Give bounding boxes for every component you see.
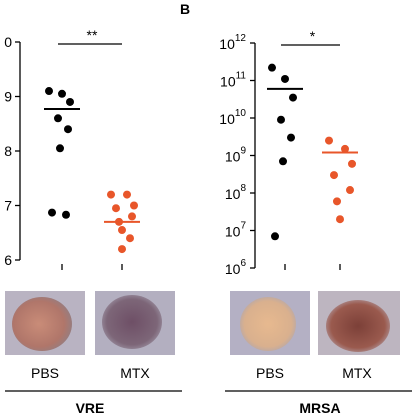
tick-exponent: 11 — [236, 71, 247, 82]
dot — [348, 159, 356, 168]
dot — [279, 157, 287, 166]
y-tick-label: 107 — [225, 221, 247, 240]
dot — [271, 232, 279, 241]
dot — [130, 201, 138, 210]
y-tick-label: 1011 — [220, 71, 246, 90]
panel-label: B — [180, 1, 190, 17]
dot — [126, 234, 134, 243]
tick-base: 10 — [225, 149, 241, 165]
dot — [281, 74, 289, 83]
category-label: MTX — [120, 365, 150, 381]
dot — [341, 144, 349, 153]
y-tick-label: 6 — [4, 252, 12, 268]
tick-exponent: 8 — [240, 183, 246, 194]
dot — [336, 215, 344, 224]
category-label: PBS — [31, 365, 59, 381]
tick-exponent: 12 — [235, 33, 247, 44]
y-tick-label: 106 — [225, 258, 247, 277]
dot — [287, 133, 295, 142]
dot — [64, 125, 72, 134]
group-label: MRSA — [299, 400, 340, 416]
category-label: MTX — [342, 365, 372, 381]
dot — [118, 245, 126, 254]
dot — [128, 212, 136, 221]
tick-base: 10 — [220, 74, 236, 90]
category-label: PBS — [256, 365, 284, 381]
tick-exponent: 10 — [235, 108, 247, 119]
dot — [325, 136, 333, 145]
y-tick-label: 7 — [4, 198, 12, 214]
dot — [268, 63, 276, 72]
tick-exponent: 9 — [240, 146, 246, 157]
photo-tissue — [12, 297, 72, 351]
y-tick-label: 109 — [225, 146, 247, 165]
dot — [330, 171, 338, 180]
photo-tissue — [326, 300, 390, 352]
y-tick-label: 8 — [4, 143, 12, 159]
dot — [346, 186, 354, 195]
y-tick-label: 0 — [4, 34, 12, 50]
dot — [107, 190, 115, 199]
dot — [45, 87, 53, 96]
photo-tissue — [102, 295, 162, 349]
dot — [115, 217, 123, 226]
dot — [333, 197, 341, 206]
dot — [112, 204, 120, 213]
photo-tissue — [240, 297, 296, 351]
dot — [118, 226, 126, 235]
tick-exponent: 7 — [240, 221, 246, 232]
y-tick-label: 1012 — [219, 33, 246, 52]
group-label: VRE — [76, 400, 105, 416]
significance: * — [310, 28, 316, 44]
dot — [62, 210, 70, 219]
tick-exponent: 6 — [240, 258, 246, 269]
dot — [123, 190, 131, 199]
dot — [66, 97, 74, 106]
tick-base: 10 — [219, 36, 235, 52]
tick-base: 10 — [225, 186, 241, 202]
tick-base: 10 — [225, 261, 241, 277]
dot — [289, 93, 297, 102]
photos — [5, 291, 400, 355]
dot — [56, 144, 64, 153]
y-tick-label: 9 — [4, 89, 12, 105]
tick-base: 10 — [225, 224, 241, 240]
y-tick-label: 1010 — [219, 108, 246, 127]
dot — [48, 208, 56, 217]
tick-base: 10 — [219, 111, 235, 127]
dot — [54, 114, 62, 123]
y-tick-label: 108 — [225, 183, 247, 202]
dot — [277, 115, 285, 124]
significance: ** — [87, 27, 98, 43]
dot — [58, 89, 66, 98]
